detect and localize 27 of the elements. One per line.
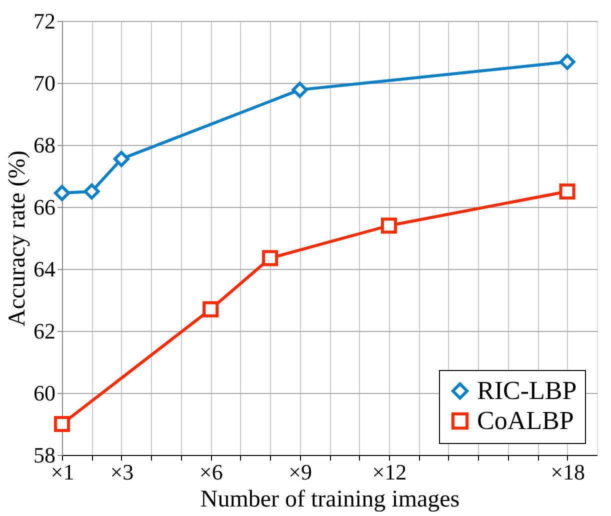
point	[559, 183, 576, 200]
point	[113, 150, 130, 167]
y-tick-label: 60	[34, 380, 56, 406]
y-tick-label: 70	[34, 70, 56, 96]
y-tick-label: 72	[34, 8, 56, 34]
point	[54, 185, 70, 202]
point	[84, 183, 100, 200]
point	[54, 416, 70, 432]
y-tick-label: 62	[34, 318, 56, 344]
legend-label: RIC-LBP	[477, 376, 577, 405]
x-tick-label: ×12	[372, 460, 407, 484]
x-tick-label: ×9	[288, 460, 312, 484]
y-tick-label: 64	[34, 256, 56, 282]
y-axis-title: Accuracy rate (%)	[4, 150, 30, 326]
y-tick-label: 68	[34, 132, 56, 158]
point	[380, 218, 397, 234]
x-tick-label: ×6	[199, 460, 223, 484]
x-tick-label: ×18	[550, 460, 585, 484]
legend-label: CoALBP	[477, 406, 574, 435]
point	[202, 301, 219, 318]
point	[559, 54, 576, 70]
x-axis-title: Number of training images	[200, 486, 460, 512]
point	[292, 82, 308, 98]
y-tick-label: 66	[34, 194, 56, 220]
point	[262, 250, 278, 266]
x-tick-label: ×3	[110, 460, 134, 484]
y-tick-label: 58	[34, 442, 56, 468]
